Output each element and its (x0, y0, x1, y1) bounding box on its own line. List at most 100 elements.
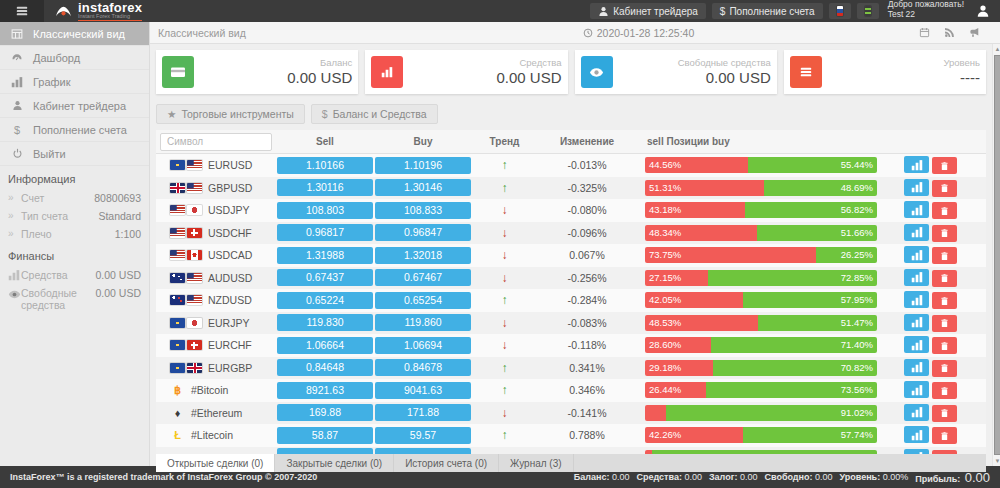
buy-button[interactable]: 9041.63 (375, 382, 471, 399)
flag-eu-icon (170, 318, 185, 328)
sell-button[interactable]: 1.10166 (277, 157, 373, 174)
info-value: 80800693 (94, 192, 141, 204)
trend-down-icon: ↓ (502, 226, 508, 240)
sell-button[interactable]: 0.84648 (277, 359, 373, 376)
sell-button[interactable]: 169.88 (277, 404, 373, 421)
scroll-up-arrow-icon[interactable]: ▲ (993, 44, 1000, 54)
delete-symbol-button[interactable] (932, 157, 957, 174)
delete-symbol-button[interactable] (932, 180, 957, 197)
open-chart-button[interactable] (904, 179, 929, 196)
sell-button[interactable]: 58.87 (277, 427, 373, 444)
buy-button[interactable]: 59.57 (375, 427, 471, 444)
open-chart-button[interactable] (904, 201, 929, 218)
delete-symbol-button[interactable] (932, 427, 957, 444)
top-navbar: instaforex Instant Forex Trading Кабинет… (0, 0, 1000, 22)
buy-button[interactable]: 0.67467 (375, 269, 471, 286)
buy-button[interactable]: 0.65254 (375, 292, 471, 309)
sell-button[interactable]: 108.803 (277, 202, 373, 219)
open-chart-button[interactable] (904, 156, 929, 173)
scroll-down-arrow-icon[interactable]: ▼ (993, 456, 1000, 466)
open-chart-button[interactable] (904, 291, 929, 308)
open-chart-button[interactable] (904, 336, 929, 353)
buy-button[interactable]: 1.30146 (375, 179, 471, 196)
megaphone-icon[interactable] (969, 27, 980, 38)
delete-symbol-button[interactable] (932, 292, 957, 309)
sell-button[interactable]: 0.96817 (277, 224, 373, 241)
flag-ca-icon (187, 250, 202, 260)
server-datetime: 2020-01-28 12:25:40 (358, 27, 919, 39)
positions-buy-segment: 48.69% (764, 180, 877, 196)
menu-toggle-button[interactable] (0, 0, 44, 22)
positions-buy-segment: 26.25% (816, 247, 877, 263)
user-avatar[interactable] (972, 0, 994, 22)
language-ru-button[interactable] (829, 3, 851, 19)
buy-button[interactable]: 1.32018 (375, 247, 471, 264)
open-chart-button[interactable] (904, 224, 929, 241)
flag-eu-icon (170, 340, 185, 350)
positions-sell-segment: 29.18% (645, 360, 713, 376)
sell-button[interactable]: 0.67437 (277, 269, 373, 286)
flag-jp-icon (187, 318, 202, 328)
sell-button[interactable]: 0.65224 (277, 292, 373, 309)
language-alt-button[interactable] (857, 3, 879, 19)
bar-chart-icon (8, 269, 21, 281)
positions-sell-segment (645, 450, 652, 454)
sidebar-item-классический-вид[interactable]: Классический вид (0, 22, 149, 46)
delete-symbol-button[interactable] (932, 382, 957, 399)
open-chart-button[interactable] (904, 314, 929, 331)
symbol-name: EURUSD (208, 159, 252, 171)
open-chart-button[interactable] (904, 426, 929, 443)
sidebar-item-выйти[interactable]: Выйти (0, 142, 149, 166)
vertical-scrollbar[interactable]: ▲ ▼ (992, 44, 1000, 466)
trader-cabinet-button[interactable]: Кабинет трейдера (590, 3, 706, 19)
sidebar-item-пополнение-счета[interactable]: $Пополнение счета (0, 118, 149, 142)
tab-история-счета-0-[interactable]: История счета (0) (394, 454, 499, 472)
card-label: Уровень (822, 57, 980, 69)
buy-button[interactable]: 1.10196 (375, 157, 471, 174)
trading-instruments-button[interactable]: ★Торговые инструменты (156, 104, 305, 124)
open-chart-button[interactable] (904, 449, 929, 454)
open-chart-button[interactable] (904, 404, 929, 421)
delete-symbol-button[interactable] (932, 225, 957, 242)
deposit-button[interactable]: $Пополнение счета (712, 3, 823, 19)
buy-button[interactable]: 108.833 (375, 202, 471, 219)
delete-symbol-button[interactable] (932, 450, 957, 454)
rss-icon[interactable] (944, 27, 955, 38)
positions-buy-segment: 70.82% (713, 360, 877, 376)
buy-button[interactable]: 171.88 (375, 404, 471, 421)
buy-button[interactable]: 0.84678 (375, 359, 471, 376)
delete-symbol-button[interactable] (932, 315, 957, 332)
tab-журнал-3-[interactable]: Журнал (3) (499, 454, 574, 472)
symbol-name: USDCAD (208, 249, 252, 261)
buy-button[interactable]: 1.06694 (375, 337, 471, 354)
sidebar-item-кабинет-трейдера[interactable]: Кабинет трейдера (0, 94, 149, 118)
open-chart-button[interactable] (904, 269, 929, 286)
delete-symbol-button[interactable] (932, 337, 957, 354)
sell-button[interactable]: 1.06664 (277, 337, 373, 354)
open-chart-button[interactable] (904, 359, 929, 376)
sidebar-item-график[interactable]: График (0, 70, 149, 94)
symbol-search-input[interactable] (160, 133, 272, 151)
sell-button[interactable]: 1.31988 (277, 247, 373, 264)
delete-symbol-button[interactable] (932, 270, 957, 287)
delete-symbol-button[interactable] (932, 405, 957, 422)
delete-symbol-button[interactable] (932, 202, 957, 219)
positions-sell-segment: 43.18% (645, 202, 745, 218)
balance-funds-button[interactable]: $Баланс и Средства (311, 104, 438, 124)
delete-symbol-button[interactable] (932, 360, 957, 377)
trend-up-icon: ↑ (502, 158, 508, 172)
sell-button[interactable]: 1.30116 (277, 179, 373, 196)
calendar-icon[interactable] (919, 27, 930, 38)
delete-symbol-button[interactable] (932, 247, 957, 264)
tab-закрытые-сделки-0-[interactable]: Закрытые сделки (0) (275, 454, 394, 472)
tab-открытые-сделки-0-[interactable]: Открытые сделки (0) (156, 454, 275, 472)
buy-button[interactable]: 119.860 (375, 314, 471, 331)
sell-button[interactable]: 8921.63 (277, 382, 373, 399)
flag-us-icon (170, 250, 185, 260)
sell-button[interactable]: 119.830 (277, 314, 373, 331)
buy-button[interactable]: 0.96847 (375, 224, 471, 241)
open-chart-button[interactable] (904, 246, 929, 263)
scrollbar-thumb[interactable] (994, 55, 1000, 455)
sidebar-item-дашборд[interactable]: Дашборд (0, 46, 149, 70)
open-chart-button[interactable] (904, 381, 929, 398)
